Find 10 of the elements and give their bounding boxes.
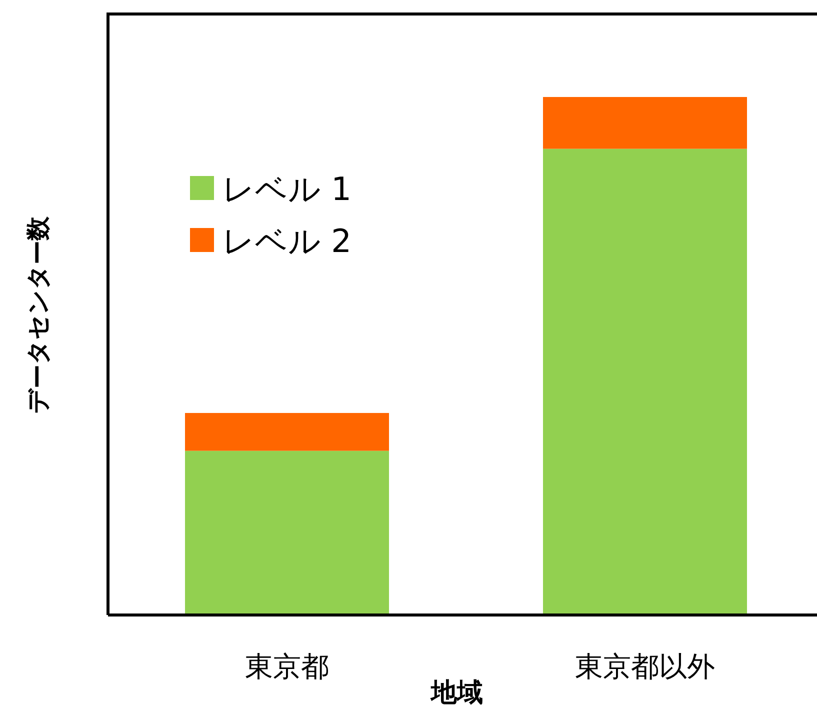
x-tick-label: 東京都 [245, 650, 329, 683]
legend-label: レベル 1 [222, 170, 352, 208]
x-tick-label: 東京都以外 [575, 650, 715, 683]
legend-label: レベル 2 [222, 222, 352, 260]
bar [185, 412, 389, 451]
bar [185, 450, 389, 615]
y-axis-title: データセンター数 [24, 216, 52, 414]
bar [543, 148, 747, 615]
x-axis-title: 地域 [430, 678, 483, 705]
bar [543, 97, 747, 149]
